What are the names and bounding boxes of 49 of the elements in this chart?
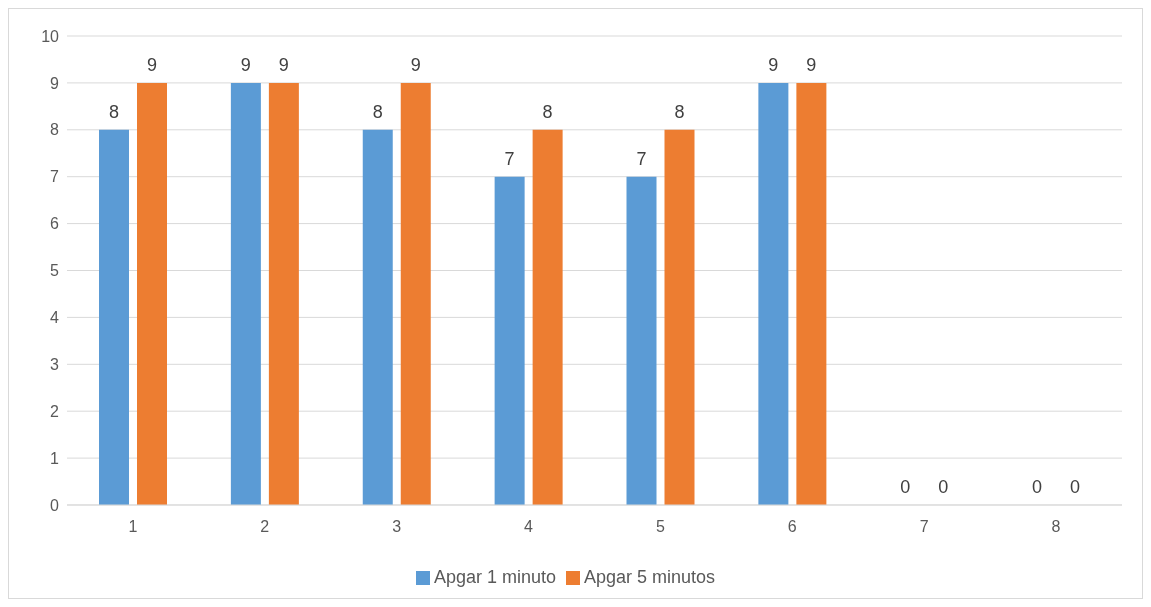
- x-tick-label: 6: [787, 518, 797, 536]
- legend-label: Apgar 5 minutos: [584, 567, 716, 587]
- y-tick-label: 7: [50, 168, 60, 186]
- x-tick-label: 4: [524, 518, 534, 536]
- bar: [758, 82, 789, 505]
- bar: [99, 129, 129, 505]
- data-label: 8: [674, 101, 685, 122]
- data-label: 8: [372, 101, 383, 122]
- bar: [664, 129, 695, 505]
- data-label: 7: [636, 148, 647, 169]
- x-tick-label: 7: [919, 518, 929, 536]
- data-label: 9: [278, 54, 289, 75]
- x-tick-label: 1: [128, 518, 138, 536]
- data-label: 8: [108, 101, 120, 122]
- x-tick-label: 5: [655, 518, 665, 536]
- data-label: 9: [768, 54, 779, 75]
- data-label: 9: [240, 54, 251, 75]
- data-label: 9: [410, 54, 421, 75]
- data-label: 0: [1032, 476, 1043, 497]
- bar: [362, 129, 393, 505]
- y-tick-label: 1: [50, 449, 60, 467]
- y-tick-label: 3: [50, 355, 60, 373]
- data-label: 9: [806, 54, 817, 75]
- x-tick-label: 8: [1051, 518, 1061, 536]
- bar: [137, 82, 167, 505]
- y-tick-label: 0: [50, 496, 60, 514]
- data-label: 8: [542, 101, 553, 122]
- y-tick-label: 10: [41, 27, 60, 45]
- bar: [268, 82, 299, 505]
- x-tick-label: 3: [392, 518, 402, 536]
- bar: [626, 176, 657, 505]
- y-tick-label: 5: [50, 262, 60, 280]
- y-tick-label: 6: [50, 215, 60, 233]
- y-tick-label: 2: [50, 402, 60, 420]
- y-tick-label: 8: [50, 121, 60, 139]
- bar: [494, 176, 525, 505]
- data-label: 0: [938, 476, 949, 497]
- data-label: 0: [900, 476, 911, 497]
- bar: [230, 82, 261, 505]
- y-tick-label: 9: [50, 74, 60, 92]
- bar: [796, 82, 827, 505]
- data-label: 9: [146, 54, 158, 75]
- legend-label: Apgar 1 minuto: [433, 567, 556, 587]
- x-tick-label: 2: [260, 518, 270, 536]
- bar: [400, 82, 431, 505]
- data-label: 7: [504, 148, 515, 169]
- bar: [532, 129, 563, 505]
- y-tick-label: 4: [50, 309, 60, 327]
- data-label: 0: [1070, 476, 1081, 497]
